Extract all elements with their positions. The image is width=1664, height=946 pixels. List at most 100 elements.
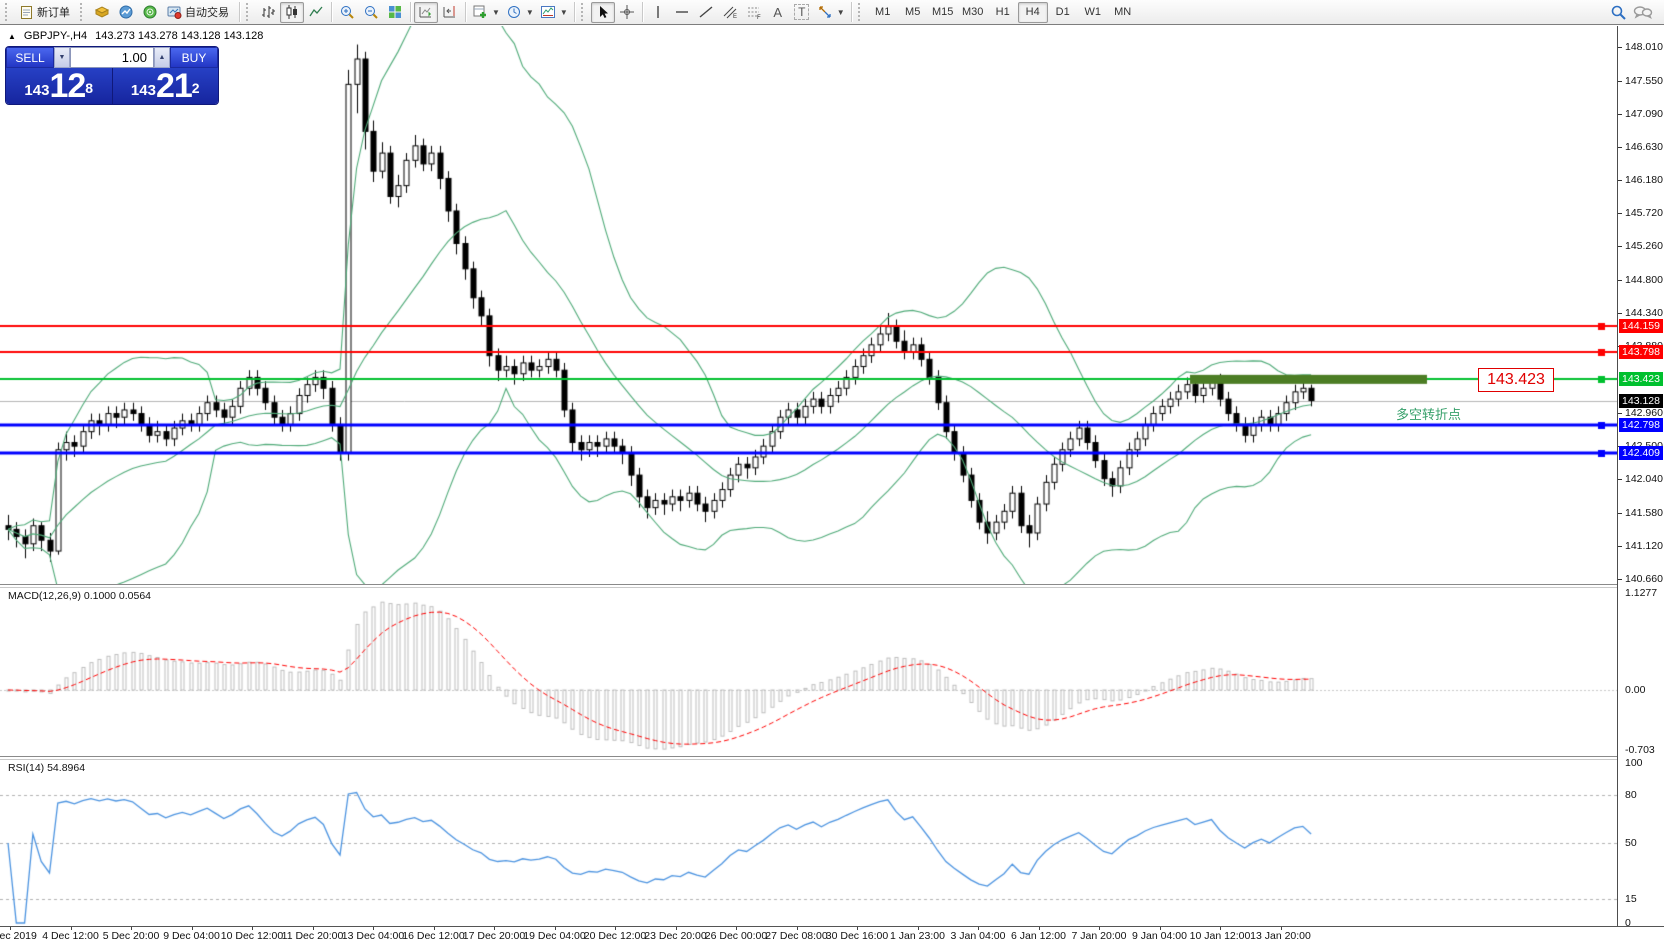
toolbar-drag-handle[interactable] xyxy=(5,3,12,21)
tick-dash xyxy=(1618,479,1622,481)
price-line-badge: 143.798 xyxy=(1619,345,1663,360)
tile-windows-icon xyxy=(389,6,401,18)
toolbar-separator xyxy=(641,2,643,22)
time-tick-label: 3 Jan 04:00 xyxy=(950,930,1006,942)
tick-dash xyxy=(1618,579,1622,581)
volume-input[interactable] xyxy=(70,47,154,68)
time-axis[interactable]: 3 Dec 2019 4 Dec 12:005 Dec 20:009 Dec 04… xyxy=(0,926,1664,946)
time-tick-label: 1 Jan 23:00 xyxy=(890,930,945,942)
zoom-in-button[interactable] xyxy=(335,2,359,23)
price-tick-label: 147.550 xyxy=(1625,74,1663,87)
price-tick-label: 147.090 xyxy=(1625,108,1663,120)
equidistant-channel-icon: E xyxy=(723,6,737,20)
navigator-icon xyxy=(143,5,157,19)
sell-price-prefix: 143 xyxy=(24,82,50,99)
horizontal-line-tool-button[interactable] xyxy=(670,2,694,23)
toolbar-drag-handle[interactable] xyxy=(246,3,253,21)
buy-price-sup: 2 xyxy=(191,80,200,96)
profiles-button[interactable] xyxy=(90,2,114,23)
rsi-tick-label: 15 xyxy=(1625,893,1637,905)
time-tick-dash xyxy=(615,927,616,930)
symbol-name: GBPJPY-,H4 xyxy=(23,30,88,42)
crosshair-tool-button[interactable] xyxy=(615,2,639,23)
line-chart-button[interactable] xyxy=(304,2,328,23)
dropdown-caret-icon: ▼ xyxy=(525,7,534,17)
symbol-ohlc: 143.273 143.278 143.128 143.128 xyxy=(95,30,264,42)
indicators-button[interactable]: ▼ xyxy=(537,2,571,23)
timeframe-m5[interactable]: M5 xyxy=(905,6,921,18)
time-tick-label: 4 Dec 12:00 xyxy=(42,930,99,942)
rsi-tick-label: 100 xyxy=(1625,757,1643,769)
auto-trading-button[interactable]: 自动交易 xyxy=(162,2,236,23)
trendline-tool-button[interactable] xyxy=(694,2,718,23)
equidistant-channel-tool-button[interactable]: E xyxy=(718,2,742,23)
rsi-indicator-canvas[interactable] xyxy=(0,758,1617,926)
main-chart-canvas[interactable] xyxy=(0,26,1617,584)
vertical-line-tool-button[interactable] xyxy=(646,2,670,23)
price-callout-box[interactable]: 143.423 xyxy=(1478,368,1554,393)
timeframe-m1[interactable]: M1 xyxy=(875,6,891,18)
time-tick-dash xyxy=(917,927,919,930)
tile-windows-button[interactable] xyxy=(383,2,407,23)
toolbar-drag-handle[interactable] xyxy=(580,3,588,21)
current-price-badge: 143.128 xyxy=(1619,393,1663,408)
timeframe-m15[interactable]: M15 xyxy=(931,6,954,18)
new-order-label: 新订单 xyxy=(37,7,70,19)
candlestick-chart-icon xyxy=(286,5,297,19)
time-tick-label: 6 Jan 12:00 xyxy=(1011,930,1066,942)
buy-price[interactable]: 143 21 2 xyxy=(113,68,219,104)
pane-divider-main-macd[interactable] xyxy=(0,584,1664,588)
zoom-out-button[interactable] xyxy=(359,2,383,23)
navigator-button[interactable] xyxy=(138,2,162,23)
price-tick: 146.180 xyxy=(1618,174,1664,186)
periods-button[interactable]: ▼ xyxy=(503,2,537,23)
timeframe-h1[interactable]: H1 xyxy=(995,6,1010,18)
time-tick-dash xyxy=(191,927,193,930)
timeframe-m30[interactable]: M30 xyxy=(961,6,984,18)
turning-point-annotation: 多空转折点 xyxy=(1396,407,1462,422)
price-axis[interactable]: 148.010 147.550 147.090 146.630 146.180 145.7… xyxy=(1617,26,1664,929)
macd-indicator-canvas[interactable] xyxy=(0,586,1617,756)
sell-price[interactable]: 143 12 8 xyxy=(6,68,113,104)
tick-dash xyxy=(1618,313,1622,314)
text-label-tool-button[interactable]: T xyxy=(790,2,814,23)
new-template-button[interactable]: ▼ xyxy=(469,2,503,23)
new-order-icon xyxy=(21,5,32,19)
timeframe-w1[interactable]: W1 xyxy=(1084,6,1101,18)
time-tick-dash xyxy=(978,927,979,930)
buy-button[interactable]: BUY xyxy=(170,47,218,68)
price-tick: 144.800 xyxy=(1618,274,1664,286)
price-tick-label: 145.260 xyxy=(1625,240,1663,253)
chart-window: ▲ GBPJPY-,H4 143.273 143.278 143.128 143… xyxy=(0,26,1664,946)
time-tick-label: 19 Dec 04:00 xyxy=(523,930,586,942)
price-tick-label: 142.040 xyxy=(1625,473,1663,486)
volume-increase-button[interactable]: ▲ xyxy=(154,47,170,68)
timeframe-h4[interactable]: H4 xyxy=(1017,1,1048,23)
chart-shift-button[interactable] xyxy=(438,2,462,23)
candlestick-chart-button[interactable] xyxy=(280,1,304,23)
price-tick-label: 146.180 xyxy=(1625,173,1663,186)
tick-dash xyxy=(1618,80,1622,82)
fibonacci-tool-button[interactable]: F xyxy=(742,2,766,23)
toolbar-drag-handle[interactable] xyxy=(80,3,87,21)
timeframe-d1[interactable]: D1 xyxy=(1055,6,1070,18)
tick-dash xyxy=(1618,512,1622,514)
timeframe-mn[interactable]: MN xyxy=(1114,6,1132,18)
auto-scroll-button[interactable] xyxy=(414,1,438,23)
clock-icon xyxy=(507,6,520,18)
price-line-badge: 144.159 xyxy=(1619,319,1663,334)
new-order-button[interactable]: 新订单 xyxy=(15,2,77,23)
cursor-tool-button[interactable] xyxy=(590,1,615,23)
chat-button[interactable] xyxy=(1630,2,1656,23)
volume-decrease-button[interactable]: ▼ xyxy=(54,47,70,68)
text-tool-button[interactable]: A xyxy=(766,2,790,23)
bar-chart-button[interactable] xyxy=(256,2,280,23)
market-watch-button[interactable] xyxy=(114,2,138,23)
time-tick-dash xyxy=(10,927,11,930)
pane-divider-macd-rsi[interactable] xyxy=(0,756,1664,760)
time-tick-label: 23 Dec 20:00 xyxy=(644,930,707,942)
arrows-tool-button[interactable]: ▼ xyxy=(814,2,848,23)
sell-button[interactable]: SELL xyxy=(6,47,54,68)
search-button[interactable] xyxy=(1606,2,1630,23)
toolbar-drag-handle[interactable] xyxy=(857,3,865,21)
